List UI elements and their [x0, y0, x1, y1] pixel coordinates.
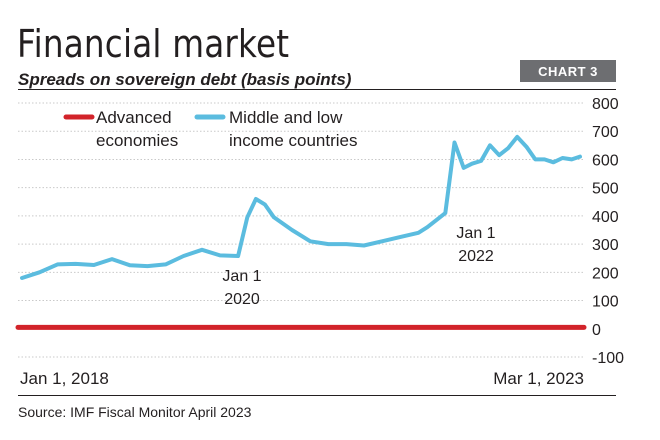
- legend: Advanced economies Middle and low income…: [63, 108, 358, 150]
- x-end-label: Mar 1, 2023: [493, 369, 584, 388]
- annotation-2022-line1: Jan 1: [456, 225, 495, 242]
- chart-number-badge: CHART 3: [520, 60, 616, 82]
- y-tick-label: 700: [592, 124, 619, 141]
- top-divider: [18, 89, 616, 90]
- y-axis-ticks: 800 700 600 500 400 300 200 100 0 -100: [592, 96, 624, 367]
- annotation-2020-line1: Jan 1: [222, 268, 261, 285]
- series-lines: [15, 134, 587, 330]
- annotations: Jan 1 2020 Jan 1 2022: [222, 225, 495, 308]
- series-line-middle-low-income: [20, 134, 582, 280]
- y-tick-label: 300: [592, 237, 619, 254]
- y-tick-label: 800: [592, 96, 619, 113]
- y-tick-label: 500: [592, 181, 619, 198]
- legend-advanced-label-line2: economies: [96, 131, 178, 150]
- bottom-divider: [18, 395, 616, 396]
- legend-advanced-label-line1: Advanced: [96, 108, 172, 127]
- y-tick-label: 200: [592, 265, 619, 282]
- legend-middle-label-line2: income countries: [229, 131, 358, 150]
- source-note: Source: IMF Fiscal Monitor April 2023: [18, 404, 252, 420]
- y-tick-label: 0: [592, 322, 601, 339]
- y-tick-label: -100: [592, 350, 624, 367]
- annotation-2020-line2: 2020: [224, 291, 260, 308]
- y-tick-label: 600: [592, 152, 619, 169]
- y-tick-label: 100: [592, 294, 619, 311]
- x-start-label: Jan 1, 2018: [20, 369, 109, 388]
- y-tick-label: 400: [592, 209, 619, 226]
- chart-subtitle: Spreads on sovereign debt (basis points): [18, 70, 352, 89]
- legend-middle-label-line1: Middle and low: [229, 108, 343, 127]
- chart-title: Financial market: [17, 22, 290, 66]
- annotation-2022-line2: 2022: [458, 248, 494, 265]
